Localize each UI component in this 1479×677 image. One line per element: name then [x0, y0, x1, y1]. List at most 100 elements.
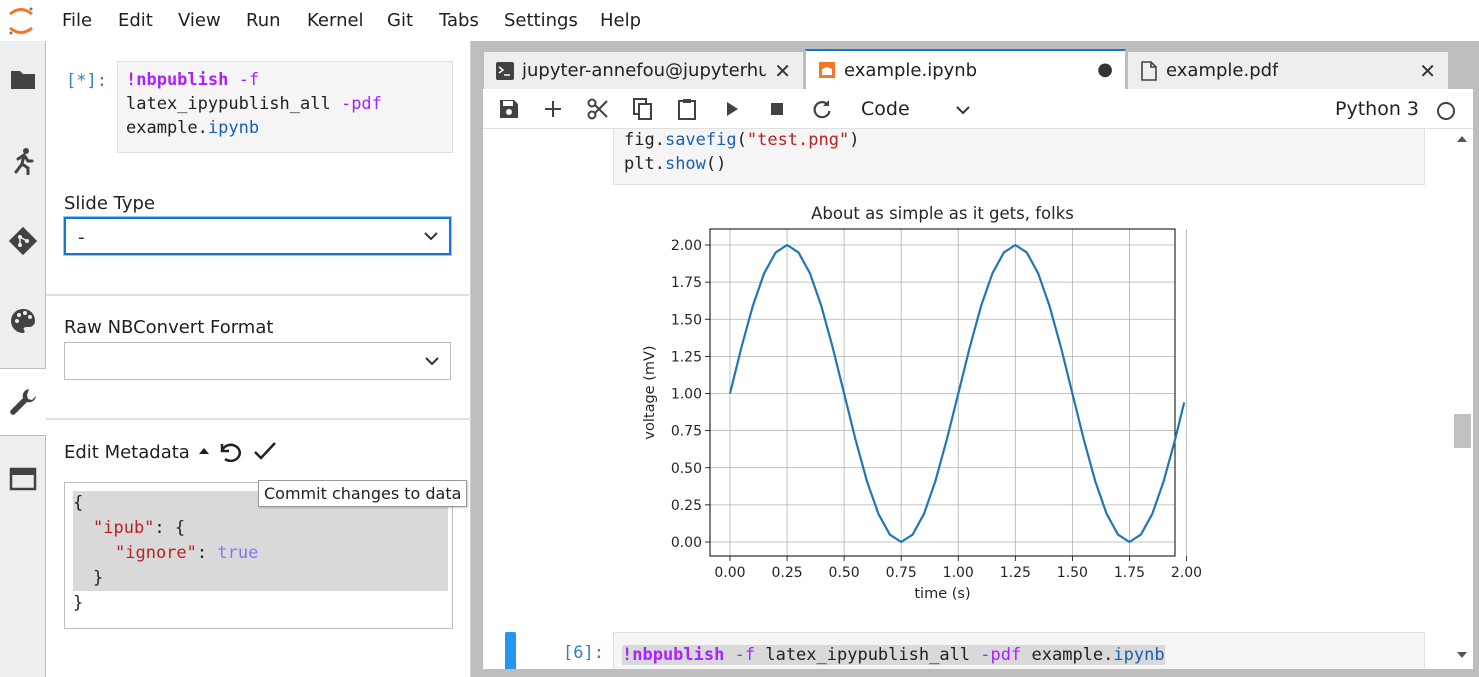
json-key: "ignore" [115, 543, 197, 563]
undo-icon[interactable] [216, 440, 242, 462]
x-tick-label: 1.00 [943, 565, 974, 581]
code-token: show [664, 154, 706, 174]
tab-label: example.pdf [1166, 60, 1279, 81]
notebook-scrollbar[interactable] [1451, 129, 1473, 669]
restart-icon[interactable] [810, 97, 834, 121]
kernel-name[interactable]: Python 3 [1335, 98, 1419, 120]
y-tick-label: 1.00 [671, 387, 702, 403]
code-token: ) [849, 130, 860, 150]
run-icon[interactable] [720, 97, 744, 121]
code-token: -pdf [980, 645, 1022, 665]
y-tick-label: 1.50 [671, 312, 702, 328]
code-token: !nbpublish [622, 645, 725, 665]
x-tick-label: 1.50 [1057, 565, 1088, 581]
scrollbar-thumb[interactable] [1454, 414, 1471, 448]
active-cell-preview[interactable]: !nbpublish -f latex_ipypublish_all -pdf … [117, 61, 453, 153]
scroll-down-icon[interactable] [1456, 651, 1468, 659]
palette-icon[interactable] [0, 291, 46, 351]
code-token: plt. [624, 154, 665, 174]
file-icon [1141, 60, 1157, 81]
scroll-up-icon[interactable] [1456, 135, 1468, 143]
chart-title: About as simple as it gets, folks [811, 204, 1074, 223]
slide-type-label: Slide Type [64, 193, 155, 214]
caret-up-icon[interactable] [198, 446, 210, 456]
close-icon[interactable]: ✕ [774, 59, 791, 83]
y-tick-label: 0.75 [671, 424, 702, 440]
chevron-down-icon [425, 357, 439, 366]
json-brace: { [73, 493, 84, 513]
y-tick-label: 0.00 [671, 535, 702, 551]
menu-file[interactable]: File [62, 10, 93, 31]
cut-icon[interactable] [586, 97, 610, 121]
menu-settings[interactable]: Settings [504, 10, 578, 31]
code-flag: -pdf [340, 94, 382, 114]
y-tick-label: 0.50 [671, 461, 702, 477]
code-token: () [705, 154, 727, 174]
x-axis-label: time (s) [914, 586, 970, 602]
slide-type-select[interactable]: - [64, 217, 451, 255]
check-icon[interactable] [253, 440, 277, 462]
unsaved-dot-icon[interactable]: ● [1097, 59, 1113, 80]
code-file-ext: ipynb [207, 118, 260, 138]
code-cell-input[interactable]: fig.savefig("test.png") plt.show() [613, 129, 1425, 185]
add-cell-icon[interactable] [541, 97, 565, 121]
tab-terminal[interactable]: jupyter-annefou@jupyterhu ✕ [483, 51, 804, 89]
code-flag: -f [238, 70, 260, 90]
menu-tabs[interactable]: Tabs [439, 10, 479, 31]
divider [46, 418, 471, 420]
kernel-status-icon [1437, 102, 1455, 120]
menu-kernel[interactable]: Kernel [307, 10, 364, 31]
running-icon[interactable] [0, 131, 46, 191]
plot-frame [709, 228, 1176, 557]
slide-type-value: - [78, 227, 85, 248]
git-icon[interactable] [0, 211, 46, 271]
tabs-icon[interactable] [0, 449, 46, 509]
x-tick-label: 0.25 [771, 565, 802, 581]
stop-icon[interactable] [765, 97, 789, 121]
cell-prompt: [6]: [563, 643, 604, 663]
menu-edit[interactable]: Edit [118, 10, 153, 31]
code-cell-input[interactable]: !nbpublish -f latex_ipypublish_all -pdf … [613, 632, 1425, 669]
terminal-icon [496, 61, 514, 80]
cell-type-select[interactable]: Code [853, 89, 973, 129]
x-tick-label: 0.00 [714, 565, 745, 581]
left-sidebar [0, 41, 47, 677]
x-tick-label: 1.25 [1000, 565, 1031, 581]
panel-splitter[interactable] [471, 41, 479, 677]
main-dock-area: jupyter-annefou@jupyterhu ✕ example.ipyn… [479, 41, 1479, 677]
y-tick-label: 1.25 [671, 349, 702, 365]
tab-pdf[interactable]: example.pdf ✕ [1127, 51, 1449, 89]
menu-help[interactable]: Help [600, 10, 642, 31]
save-icon[interactable] [497, 97, 521, 121]
menu-git[interactable]: Git [387, 10, 414, 31]
wrench-icon[interactable] [0, 368, 47, 436]
code-file: example. [126, 118, 208, 138]
code-cmd: !nbpublish [126, 70, 229, 90]
code-token: latex_ipypublish_all [765, 645, 971, 665]
raw-format-select[interactable] [64, 342, 451, 380]
x-tick-label: 0.75 [886, 565, 917, 581]
code-arg: latex_ipypublish_all [126, 94, 331, 114]
edit-metadata-label: Edit Metadata [64, 442, 190, 463]
notebook-content[interactable]: fig.savefig("test.png") plt.show() 0.00 0… [483, 129, 1473, 669]
tooltip: Commit changes to data [258, 480, 468, 507]
jupyter-logo-icon[interactable] [6, 5, 36, 37]
y-axis-label: voltage (mV) [642, 345, 658, 439]
close-icon[interactable]: ✕ [1419, 59, 1436, 83]
chevron-down-icon [424, 232, 438, 241]
menu-view[interactable]: View [178, 10, 221, 31]
code-token: "test.png" [746, 130, 850, 150]
copy-icon[interactable] [631, 97, 655, 121]
folder-icon[interactable] [0, 49, 46, 109]
code-token: fig. [624, 130, 665, 150]
x-tick-label: 0.50 [829, 565, 860, 581]
menu-run[interactable]: Run [246, 10, 281, 31]
paste-icon[interactable] [675, 97, 699, 121]
notebook-toolbar: Code Python 3 [483, 89, 1473, 129]
code-token: savefig [664, 130, 737, 150]
tab-bar: jupyter-annefou@jupyterhu ✕ example.ipyn… [479, 49, 1479, 89]
metadata-selection [73, 491, 448, 591]
tab-notebook[interactable]: example.ipynb ● [805, 49, 1126, 89]
cell-tools-panel: [*]: !nbpublish -f latex_ipypublish_all … [46, 41, 471, 677]
tab-label: example.ipynb [844, 59, 978, 81]
